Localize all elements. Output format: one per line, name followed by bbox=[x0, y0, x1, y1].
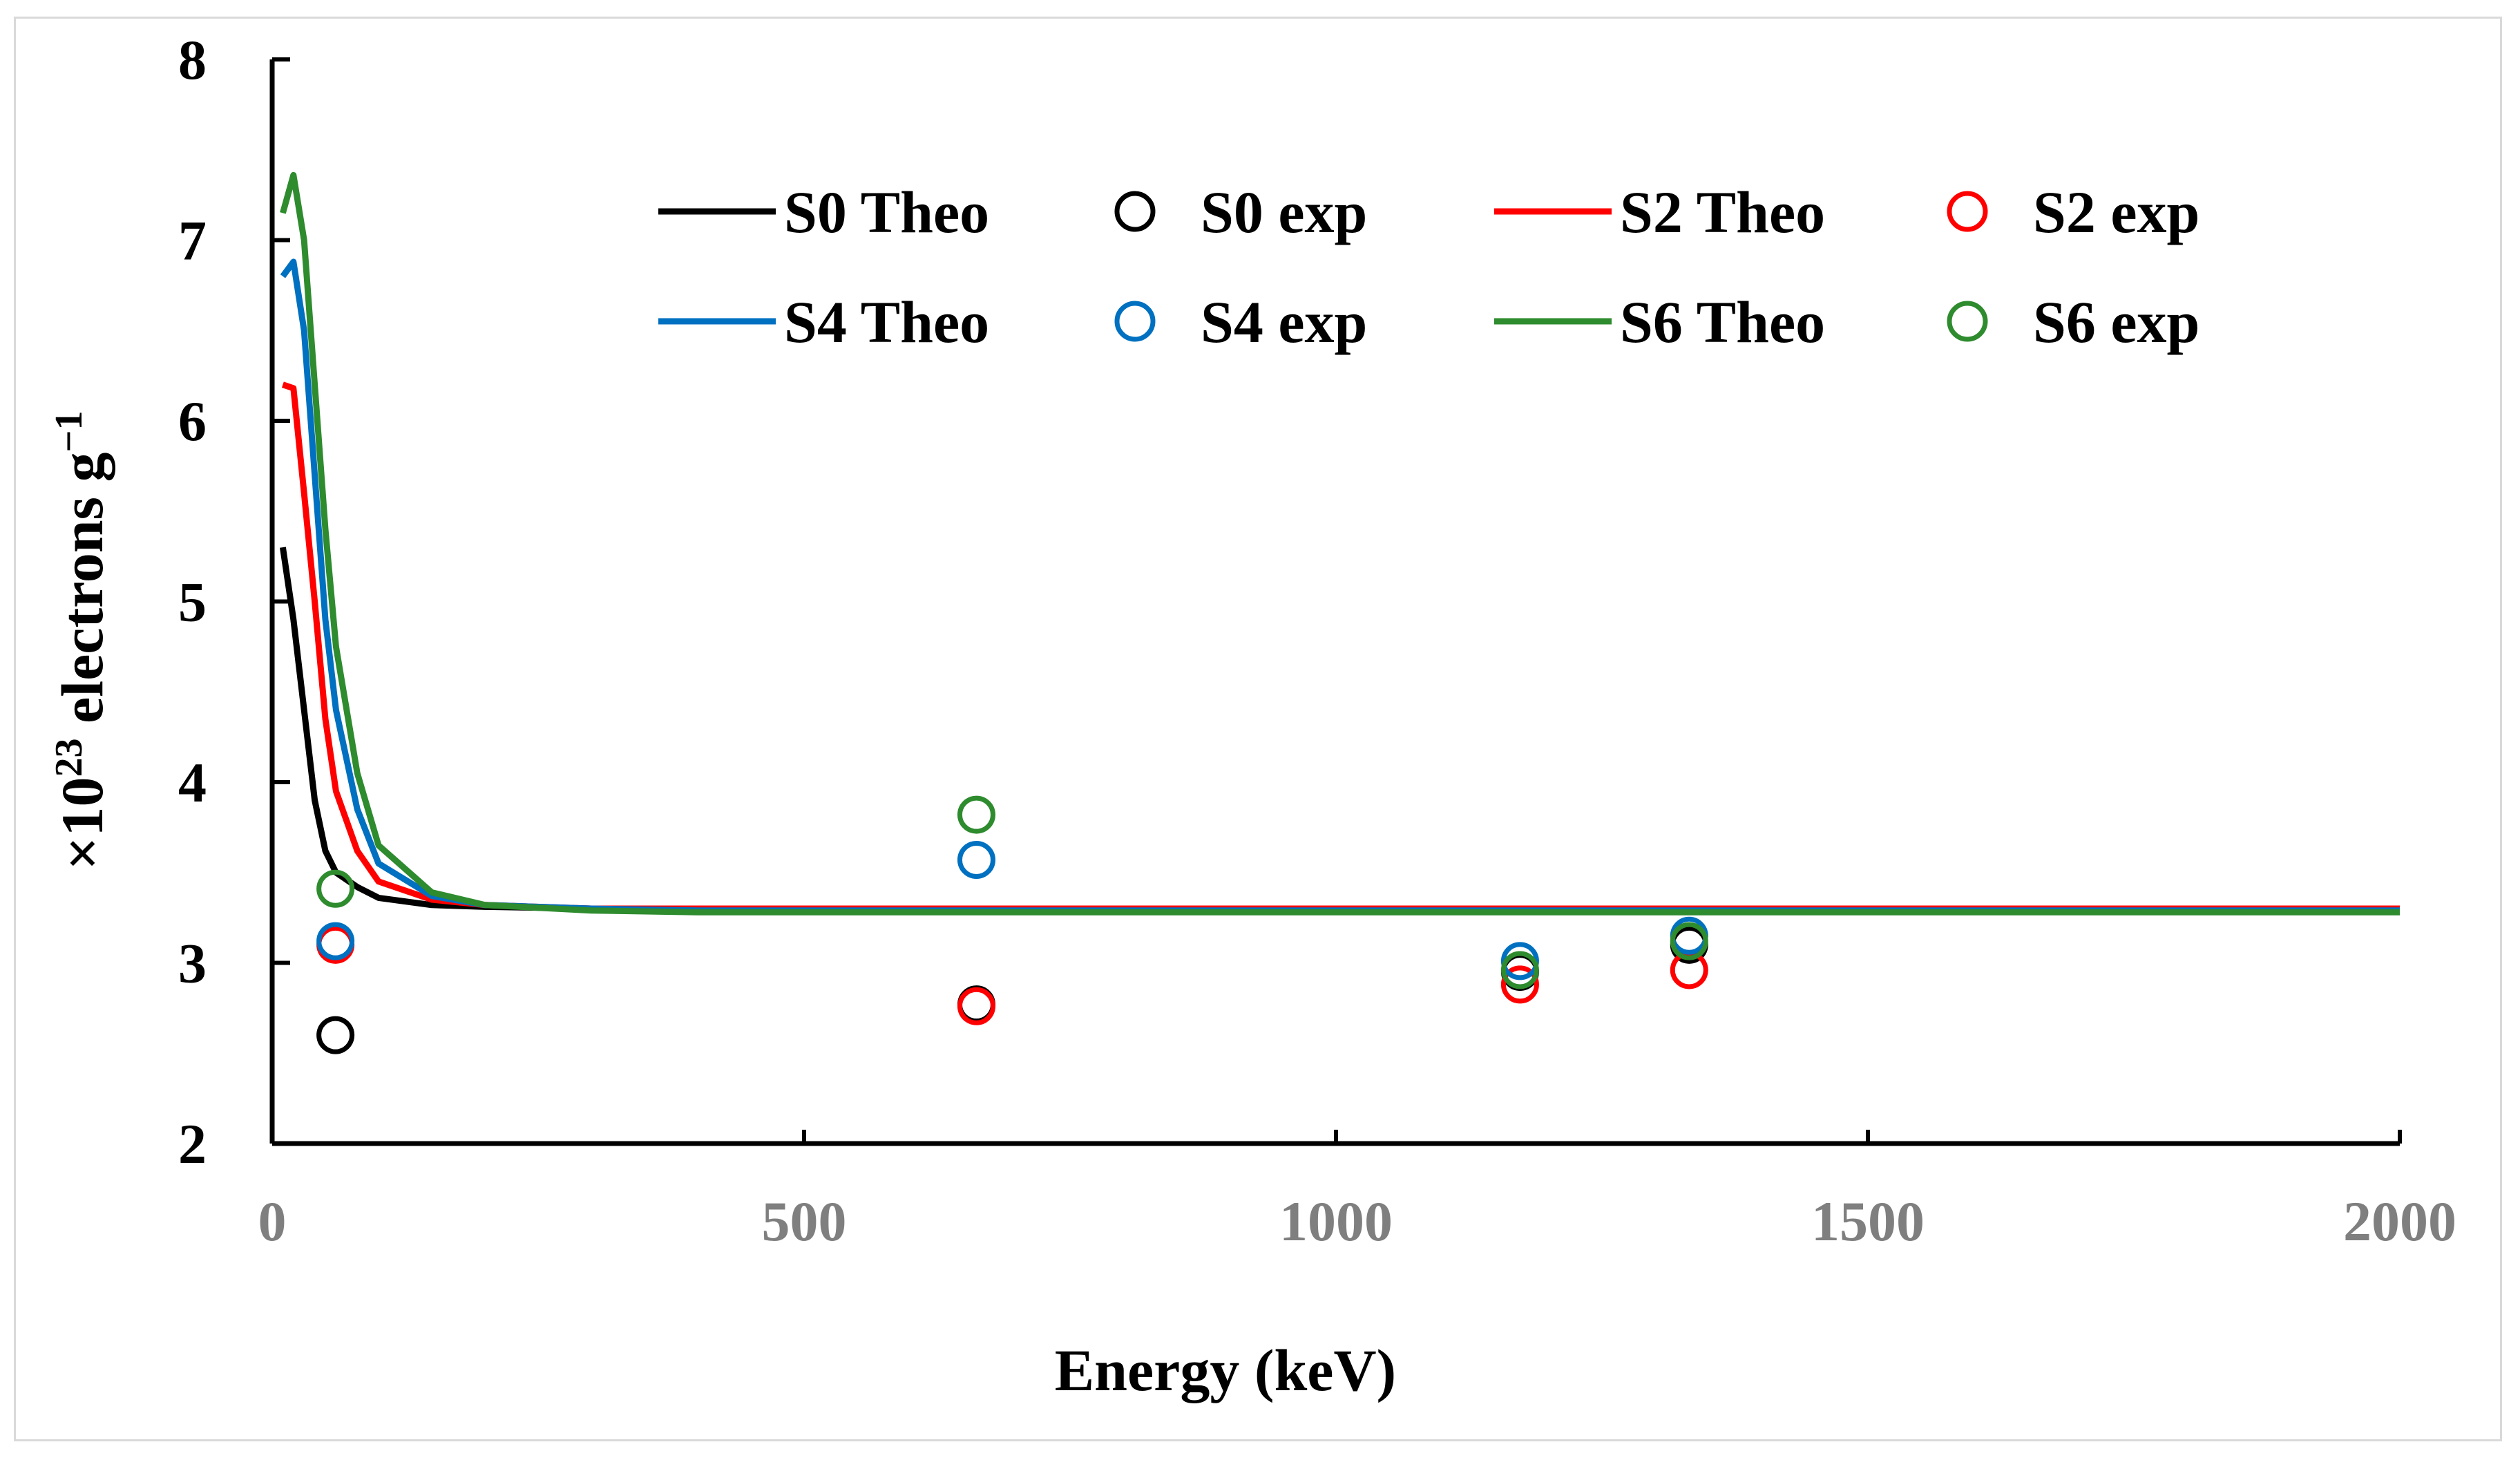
legend-label-s6-theo: S6 Theo bbox=[1620, 289, 1825, 355]
series-line-s6-theo bbox=[280, 171, 2400, 916]
data-point-s2-exp bbox=[957, 987, 995, 1025]
axes bbox=[269, 57, 2402, 1146]
y-tick-label: 2 bbox=[178, 1112, 207, 1175]
y-tick-label: 8 bbox=[178, 28, 207, 91]
y-axis-title-sup2: −1 bbox=[48, 411, 90, 453]
legend-swatch-s2-exp bbox=[1947, 191, 1988, 232]
series-line-s2-theo bbox=[281, 381, 2400, 912]
data-point-s2-exp bbox=[1500, 965, 1539, 1004]
y-axis-title-main: electrons g bbox=[49, 452, 115, 738]
legend-label-s4-exp: S4 exp bbox=[1201, 289, 1367, 355]
y-tick-labels: 2 3 4 5 6 7 8 bbox=[178, 28, 207, 1175]
y-tick-label: 7 bbox=[178, 209, 207, 272]
legend: S0 Theo S0 exp S2 Theo S2 exp S4 Theo S4 exp S… bbox=[658, 179, 2199, 355]
y-tick-label: 5 bbox=[178, 571, 207, 634]
y-axis-title-sup: 23 bbox=[48, 738, 90, 777]
legend-swatch-s6-exp bbox=[1947, 301, 1988, 342]
data-point-s6-exp bbox=[1670, 922, 1708, 960]
data-point-s6-exp bbox=[1500, 951, 1539, 989]
y-axis-title-prefix: ×10 bbox=[49, 777, 115, 870]
x-tick-label: 1500 bbox=[1811, 1190, 1925, 1253]
data-point-s4-exp bbox=[957, 840, 995, 879]
legend-label-s4-theo: S4 Theo bbox=[784, 289, 989, 355]
legend-label-s0-exp: S0 exp bbox=[1201, 179, 1367, 245]
x-tick-label: 0 bbox=[258, 1190, 287, 1253]
y-tick-label: 3 bbox=[178, 932, 207, 995]
x-tick-label: 1000 bbox=[1279, 1190, 1393, 1253]
data-point-s0-exp bbox=[316, 1016, 355, 1054]
x-axis-title: Energy (keV) bbox=[1055, 1337, 1396, 1403]
data-point-s6-exp bbox=[316, 869, 355, 908]
data-point-s6-exp bbox=[957, 795, 995, 834]
legend-label-s0-theo: S0 Theo bbox=[784, 179, 989, 245]
legend-label-s2-exp: S2 exp bbox=[2033, 179, 2199, 245]
series-line-s0-theo bbox=[279, 547, 2400, 912]
y-axis-title: ×1023 electrons g−1 bbox=[48, 411, 115, 871]
x-tick-label: 500 bbox=[762, 1190, 847, 1253]
legend-label-s6-exp: S6 exp bbox=[2033, 289, 2199, 355]
x-tick-label: 2000 bbox=[2343, 1190, 2456, 1253]
plot-points bbox=[316, 795, 1708, 1054]
x-tick-labels: 0 500 1000 1500 2000 bbox=[258, 1190, 2457, 1253]
plot-lines bbox=[279, 171, 2400, 916]
y-tick-label: 4 bbox=[178, 751, 207, 814]
legend-swatch-s0-exp bbox=[1114, 191, 1156, 232]
legend-label-s2-theo: S2 Theo bbox=[1620, 179, 1825, 245]
legend-swatch-s4-exp bbox=[1114, 301, 1156, 342]
y-tick-label: 6 bbox=[178, 390, 207, 453]
data-point-s4-exp bbox=[316, 922, 355, 960]
series-line-s4-theo bbox=[280, 258, 2400, 914]
